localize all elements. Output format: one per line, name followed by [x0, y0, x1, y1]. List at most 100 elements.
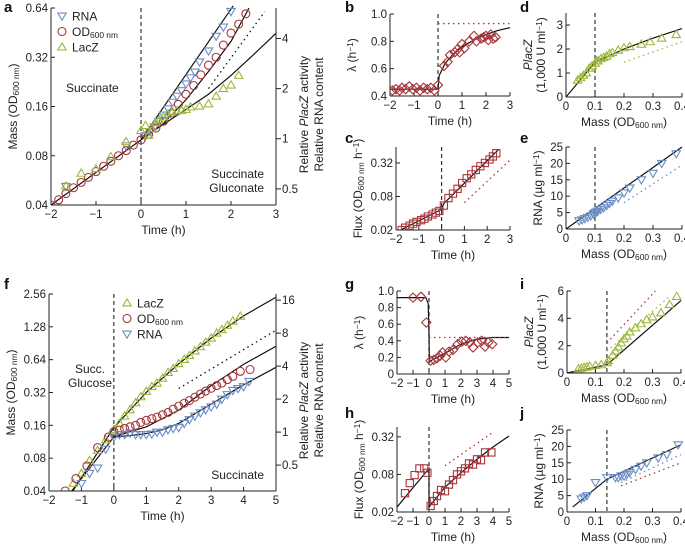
data-point	[235, 366, 245, 376]
data-point	[431, 352, 443, 364]
data-point	[432, 79, 444, 91]
data-point	[119, 431, 130, 440]
data-point	[216, 395, 228, 405]
data-point	[216, 324, 228, 334]
label-part: Time (h)	[431, 248, 475, 262]
label-part: Relative RNA content	[312, 57, 326, 172]
plot-area	[51, 5, 277, 205]
data-point	[171, 92, 183, 102]
x-axis-label: Mass (OD600 nm)	[581, 247, 667, 262]
series-rna	[76, 377, 255, 489]
legend-item: OD600 nm	[122, 312, 183, 327]
label-part: )	[532, 433, 546, 437]
data-point	[429, 496, 438, 506]
label-part: 600 nm	[635, 252, 663, 262]
data-point	[603, 355, 614, 365]
panel-i: i 0 0.1 0.2 0.3 0.4 0 2 4 6 Mass (OD600 nm) PlacZ(1…	[520, 276, 685, 406]
data-point	[68, 183, 79, 193]
data-point	[218, 23, 229, 33]
series-diamond	[390, 29, 501, 96]
y-tick-label: 25	[550, 142, 563, 154]
reference-line	[178, 329, 277, 390]
label-part: Relative	[297, 127, 311, 174]
data-point	[671, 150, 682, 159]
x-tick-label: 3	[507, 234, 513, 246]
label-part: Mass (OD	[581, 115, 635, 129]
y-tick-label: 10	[551, 474, 564, 486]
panel-label: h	[345, 405, 354, 422]
data-point	[131, 420, 141, 430]
x-tick-label: 0.3	[645, 377, 661, 389]
label-part: Mass (OD	[581, 247, 635, 261]
panel-label: c	[345, 130, 353, 147]
y-tick-label: 0.08	[26, 151, 48, 163]
series-tri-up	[572, 29, 682, 84]
y-tick-label: 0.64	[24, 355, 47, 367]
right-y-tick-label: 2	[282, 84, 288, 96]
y-axis-label: PlacZ	[521, 39, 535, 70]
data-point	[586, 60, 598, 70]
data-point	[644, 36, 656, 46]
x-tick-label: 0	[563, 233, 569, 245]
label-part: −1	[352, 423, 362, 433]
data-point	[205, 403, 217, 413]
series-square	[400, 448, 496, 511]
label-part: Mass (OD	[4, 381, 18, 435]
label-part: Mass (OD	[6, 95, 20, 149]
data-point	[584, 62, 595, 72]
data-point	[664, 299, 675, 309]
label-part: )	[352, 316, 366, 320]
x-tick-label: −2	[42, 495, 55, 507]
right-y-axis-label: Relative RNA content	[312, 343, 326, 458]
x-tick-label: 5	[506, 378, 512, 390]
data-point	[120, 423, 130, 433]
data-point	[141, 415, 151, 425]
condition-annotation: Succinate	[211, 167, 264, 181]
data-point	[146, 430, 157, 440]
label-part: )	[663, 530, 667, 544]
data-point	[476, 456, 486, 465]
label-part: Time (h)	[431, 392, 475, 406]
x-tick-label: −2	[390, 378, 403, 390]
data-point	[130, 397, 141, 407]
y-tick-label: 0	[558, 507, 564, 519]
data-point	[60, 180, 72, 190]
data-point	[189, 412, 201, 422]
legend-label: RNA	[137, 328, 162, 342]
panel-f: f −2 −1 0 1 2 3 4 5 0.04 0.08 0.16 0.32 0.64 1.28 2.56 0…	[4, 276, 326, 523]
y-tick-label: 0.02	[371, 225, 393, 237]
x-tick-label: 0.1	[587, 233, 603, 245]
data-point	[581, 67, 592, 77]
data-point	[135, 391, 146, 401]
label-part: 600 nm	[9, 354, 19, 382]
y-axis-label: RNA (µg ml−1)	[532, 433, 546, 508]
x-tick-label: −2	[44, 209, 57, 221]
y-tick-label: 0.32	[371, 158, 393, 170]
condition-annotation: Gluconate	[209, 181, 264, 195]
data-point	[92, 464, 103, 474]
label-part: )	[663, 391, 667, 405]
data-point	[103, 432, 113, 442]
y-tick-label: 0	[388, 369, 394, 381]
data-point	[136, 417, 146, 428]
data-point	[147, 123, 158, 133]
condition-annotation: Succinate	[211, 468, 264, 482]
legend-item: RNA	[121, 328, 162, 342]
series-tri-down	[573, 150, 682, 227]
x-tick-label: −1	[89, 209, 102, 221]
data-point	[407, 83, 419, 95]
data-point	[71, 474, 81, 484]
data-point	[438, 60, 450, 72]
data-point	[227, 315, 239, 325]
data-point	[390, 83, 402, 95]
x-axis-label: Time (h)	[431, 392, 475, 406]
data-point	[572, 74, 583, 84]
data-point	[463, 35, 475, 47]
series-tri-down	[576, 441, 684, 505]
data-point	[184, 416, 195, 425]
label-part: )	[345, 38, 359, 42]
data-point	[168, 363, 179, 373]
data-point	[416, 216, 426, 225]
condition-annotation: Succ.	[75, 362, 105, 376]
